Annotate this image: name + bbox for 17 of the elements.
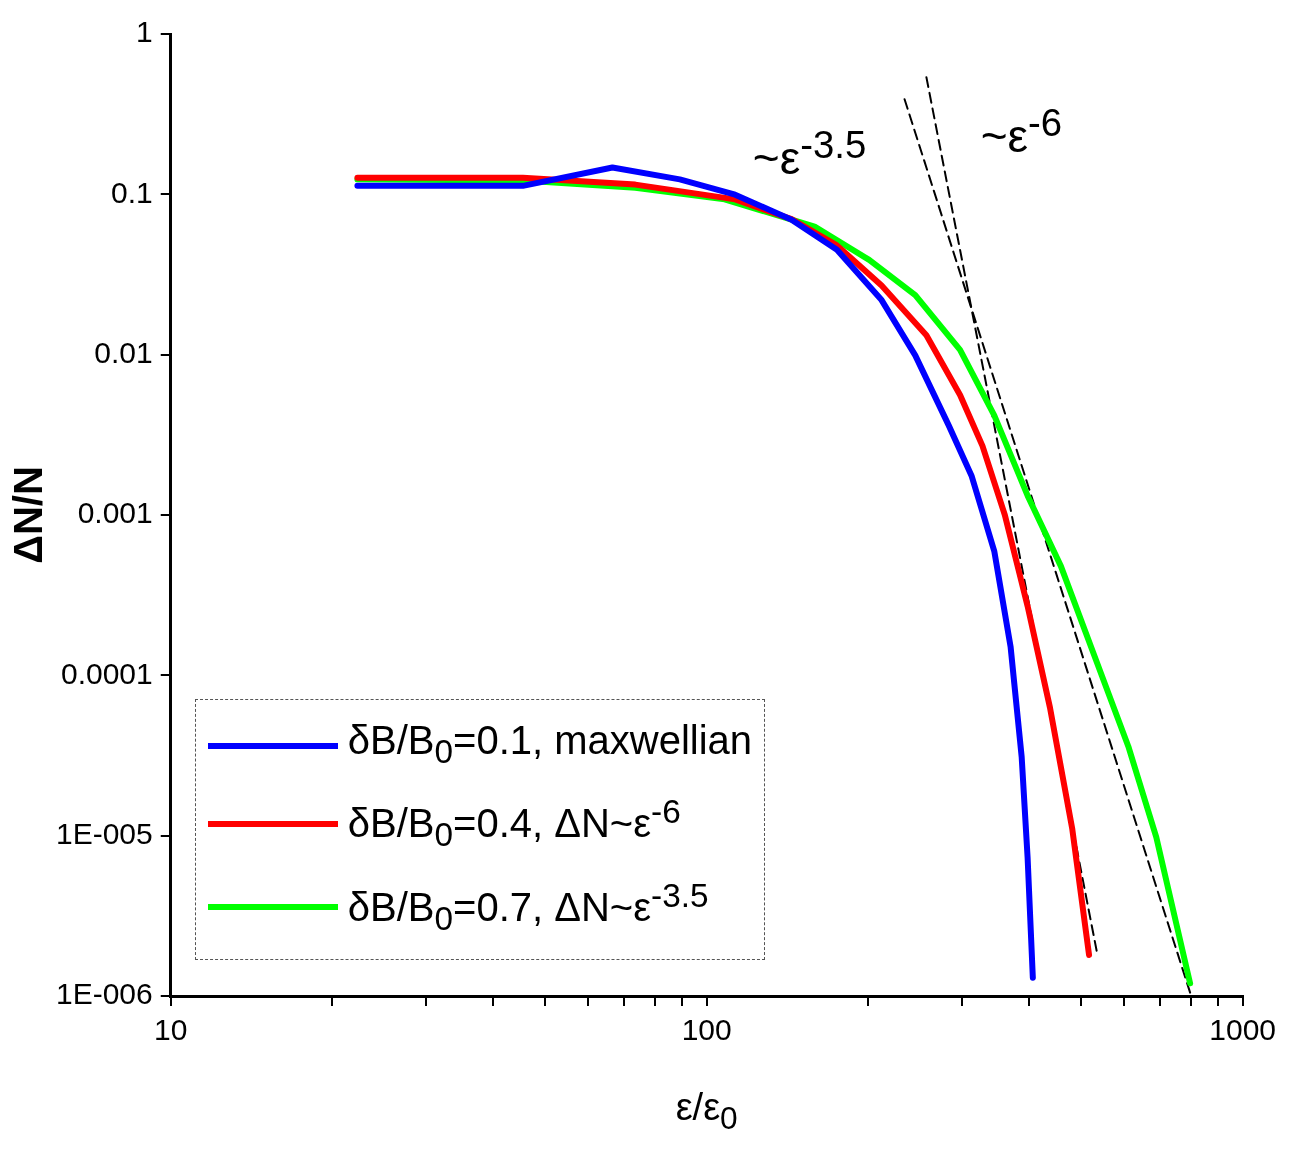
- x-tick-label: 1000: [1209, 1013, 1277, 1047]
- legend-label: δB/B$_{0}$=0.1, maxwellian: [347, 717, 753, 773]
- x-tick-label: 10: [154, 1013, 188, 1047]
- y-tick-label: 0.0001: [60, 656, 153, 690]
- legend-label: δB/B$_{0}$=0.4, ΔN~ε$^{-6}$: [347, 792, 681, 856]
- x-tick-label: 100: [681, 1013, 732, 1047]
- annotation: ~ε$^{-3.5}$: [752, 123, 867, 186]
- y-tick-label: 0.001: [77, 496, 153, 530]
- y-tick-label: 1E-005: [55, 816, 153, 850]
- x-axis-title: ε/ε$_{0}$: [675, 1086, 738, 1137]
- annotation: ~ε$^{-6}$: [980, 100, 1063, 164]
- y-tick-label: 0.01: [94, 335, 153, 369]
- y-tick-label: 1: [136, 15, 153, 49]
- y-tick-label: 0.1: [111, 175, 153, 209]
- y-tick-label: 1E-006: [55, 977, 153, 1011]
- y-axis-title: ΔN/N: [5, 466, 51, 564]
- legend-label: δB/B$_{0}$=0.7, ΔN~ε$^{-3.5}$: [347, 875, 709, 939]
